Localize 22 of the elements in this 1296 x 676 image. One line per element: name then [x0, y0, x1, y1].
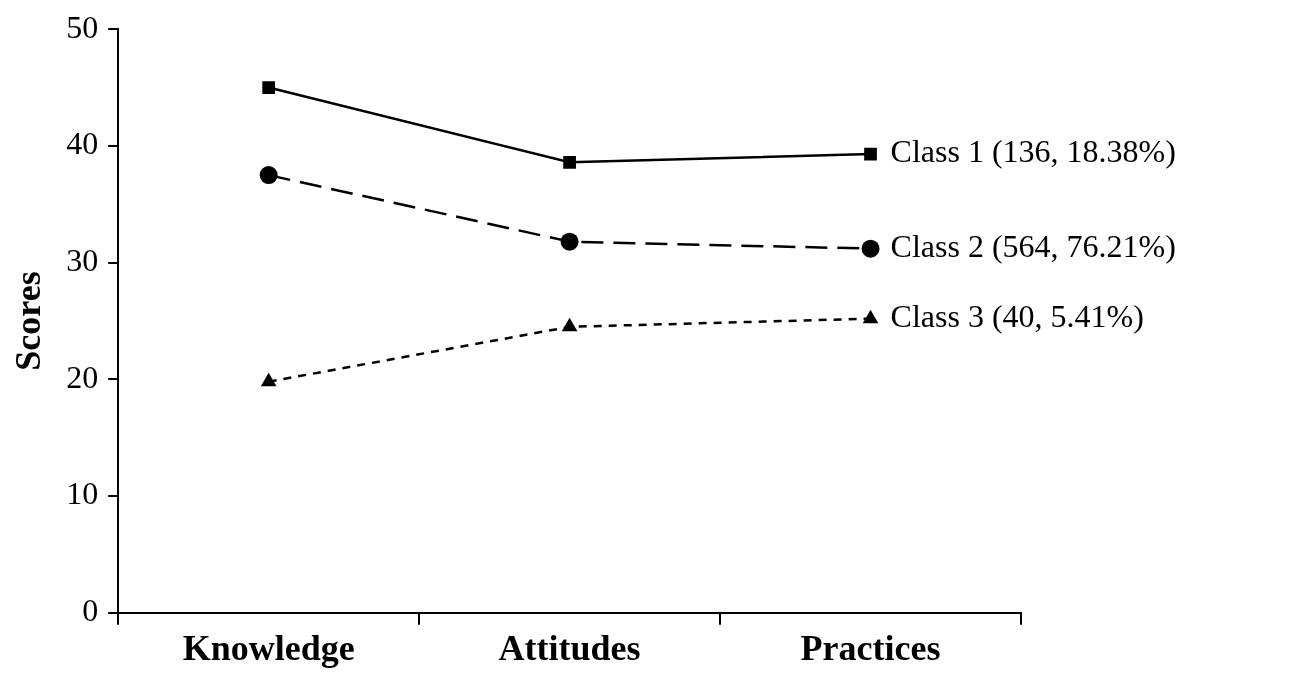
series-label: Class 2 (564, 76.21%): [890, 228, 1176, 265]
point: [262, 81, 276, 94]
point: [864, 147, 877, 161]
x-tick-label: Knowledge: [182, 627, 355, 668]
series-label: Class 1 (136, 18.38%): [890, 133, 1176, 170]
y-tick-label: 30: [66, 242, 99, 279]
series-label: Class 3 (40, 5.41%): [890, 298, 1144, 335]
point: [861, 239, 880, 258]
point: [561, 317, 578, 332]
y-tick-label: 0: [82, 592, 99, 629]
x-tick-label: Practices: [800, 627, 941, 668]
point: [259, 166, 278, 185]
y-tick-label: 40: [66, 125, 99, 162]
y-tick-label: 50: [66, 8, 99, 45]
y-axis-title: Scores: [7, 271, 48, 371]
point: [560, 232, 579, 251]
point: [563, 155, 576, 169]
point: [862, 309, 879, 324]
y-tick-label: 20: [66, 358, 99, 395]
point: [260, 372, 277, 387]
x-tick-label: Attitudes: [498, 627, 641, 668]
y-tick-label: 10: [66, 475, 99, 512]
